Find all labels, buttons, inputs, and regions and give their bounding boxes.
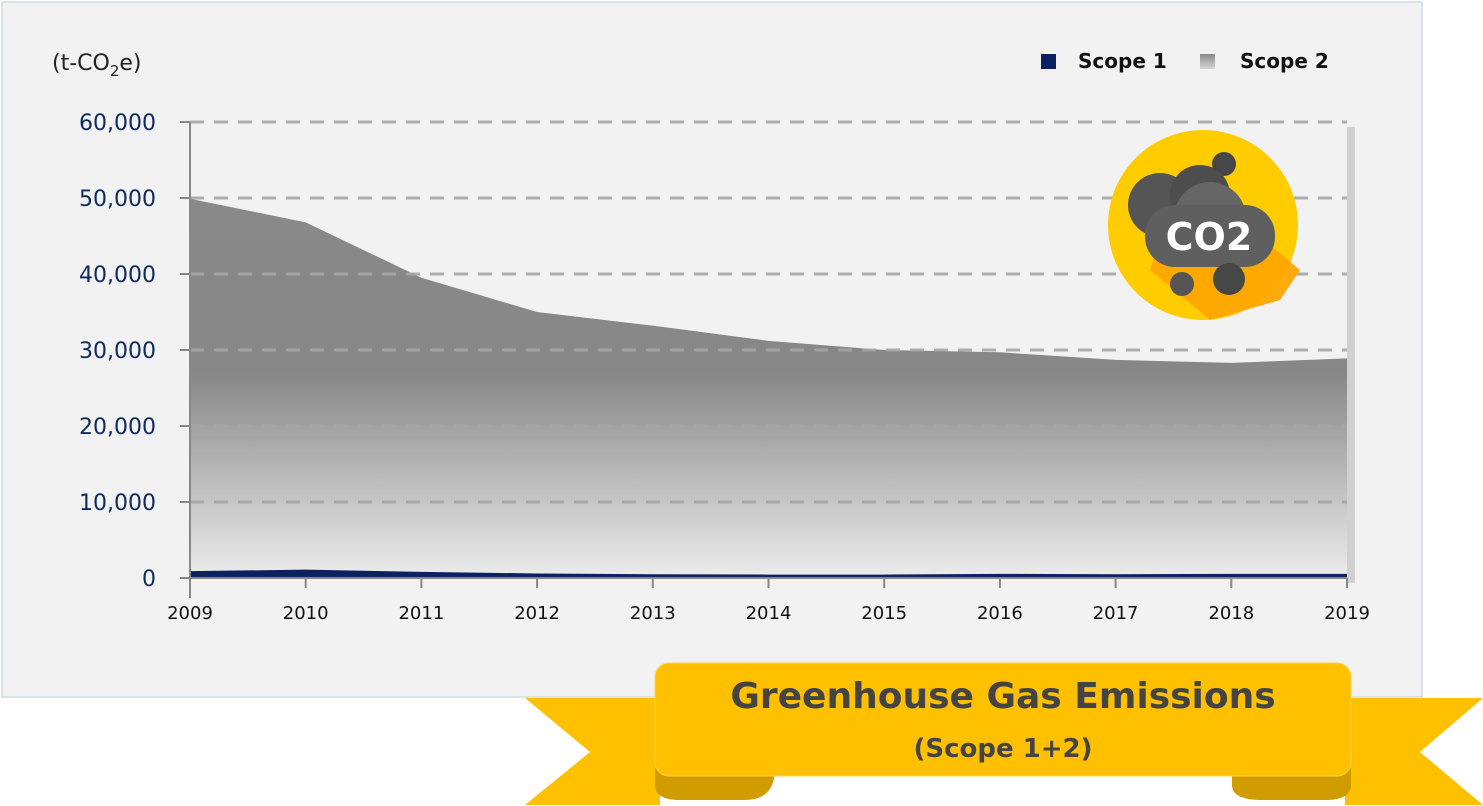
x-tick-label: 2013 (630, 603, 676, 624)
chart-title: Greenhouse Gas Emissions (730, 676, 1275, 717)
legend-swatch-scope2 (1200, 54, 1215, 69)
legend: Scope 1 Scope 2 (1041, 49, 1329, 73)
legend-label-scope1: Scope 1 (1078, 49, 1167, 73)
y-tick-label: 10,000 (79, 491, 156, 516)
y-tick-label: 0 (142, 567, 156, 592)
x-tick-label: 2009 (167, 603, 213, 624)
title-ribbon: Greenhouse Gas Emissions (Scope 1+2) (525, 662, 1483, 805)
x-tick-label: 2019 (1324, 603, 1370, 624)
co2-icon-label: CO2 (1166, 215, 1253, 259)
x-tick-label: 2011 (398, 603, 444, 624)
x-tick-label: 2014 (746, 603, 792, 624)
y-tick-label: 50,000 (79, 187, 156, 212)
y-tick-label: 60,000 (79, 111, 156, 136)
legend-label-scope2: Scope 2 (1240, 49, 1329, 73)
chart-subtitle: (Scope 1+2) (913, 734, 1092, 764)
x-tick-label: 2015 (861, 603, 907, 624)
x-tick-label: 2010 (283, 603, 329, 624)
y-tick-label: 30,000 (79, 339, 156, 364)
x-tick-label: 2017 (1093, 603, 1139, 624)
y-axis-unit: (t-CO2e) (52, 51, 142, 80)
area-scope2 (190, 198, 1347, 578)
x-tick-label: 2016 (977, 603, 1023, 624)
co2-cloud-icon: CO2 (1108, 130, 1300, 320)
legend-swatch-scope1 (1041, 54, 1056, 69)
area-scope1 (190, 569, 1347, 578)
x-tick-label: 2012 (514, 603, 560, 624)
y-tick-label: 40,000 (79, 263, 156, 288)
plot-shadow (1347, 127, 1355, 583)
x-tick-label: 2018 (1208, 603, 1254, 624)
y-tick-label: 20,000 (79, 415, 156, 440)
